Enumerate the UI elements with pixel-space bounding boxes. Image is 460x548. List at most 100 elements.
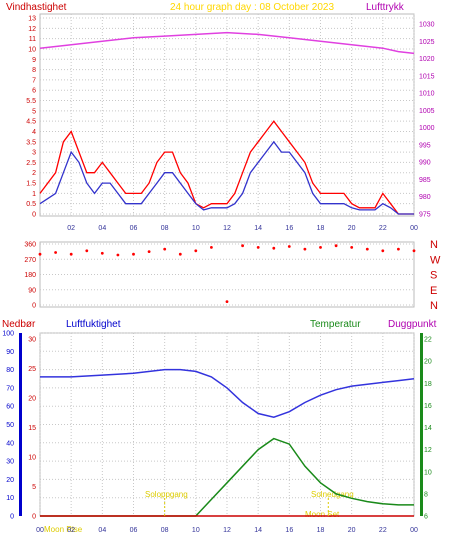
direction-point (350, 246, 354, 249)
moonset-label: Moon Set (305, 510, 340, 519)
direction-point (225, 300, 229, 303)
time-tick-label: 12 (223, 527, 231, 534)
direction-point (178, 252, 182, 256)
time-tick-label: 06 (130, 225, 138, 232)
rain-tick-label: 15 (28, 425, 36, 432)
temperature-tick-label: 8 (424, 491, 428, 498)
humidity-tick-label: 70 (6, 385, 14, 392)
wind-tick-label: 1 (32, 191, 36, 198)
pressure-tick-label: 1015 (419, 73, 435, 80)
wind-tick-label: 0 (32, 212, 36, 219)
direction-point (303, 247, 307, 251)
humidity-tick-label: 0 (10, 514, 14, 521)
time-tick-label: 02 (67, 225, 75, 232)
time-tick-label: 20 (348, 527, 356, 534)
pressure-tick-label: 980 (419, 194, 431, 201)
pressure-tick-label: 1010 (419, 91, 435, 98)
direction-point (210, 246, 213, 249)
rain-axis-bar (19, 333, 22, 516)
temperature-tick-label: 6 (424, 514, 428, 521)
direction-point (38, 252, 42, 256)
time-tick-label: 16 (285, 527, 293, 534)
time-tick-label: 22 (379, 225, 387, 232)
wind-tick-label: 9 (32, 57, 36, 64)
pressure-tick-label: 1020 (419, 56, 435, 63)
dewpoint-label: Duggpunkt (388, 319, 437, 330)
direction-point (194, 249, 198, 253)
precipitation-label: Nedbør (2, 319, 36, 330)
time-tick-label: 08 (161, 225, 169, 232)
direction-grid (40, 243, 414, 306)
pressure-tick-label: 975 (419, 212, 431, 219)
time-tick-label: 22 (379, 527, 387, 534)
direction-tick-label: 180 (24, 272, 36, 279)
moonrise-label: Moon Rise (44, 525, 83, 534)
direction-point (85, 249, 89, 253)
humidity-tick-label: 20 (6, 477, 14, 484)
wind-tick-label: 13 (28, 16, 36, 23)
direction-point (100, 251, 104, 255)
time-tick-label: 04 (98, 225, 106, 232)
time-tick-label: 12 (223, 225, 231, 232)
rain-tick-label: 30 (28, 337, 36, 344)
compass-label: S (430, 270, 437, 282)
wind-tick-label: 8 (32, 67, 36, 74)
time-tick-label: 14 (254, 527, 262, 534)
temperature-axis-bar (420, 333, 423, 516)
axis-labels: 0 0.5 1 1.5 2 2.5 3 3.5 4 4.5 5 5.5 6 7 8 9 10 11 12 13 975 9… (2, 16, 441, 535)
time-tick-label: 14 (254, 225, 262, 232)
direction-point (272, 246, 276, 250)
pressure-tick-label: 1000 (419, 125, 435, 132)
wind-tick-label: 4 (32, 129, 36, 136)
compass-label: W (430, 254, 441, 266)
humidity-line (40, 368, 415, 418)
graph-title: 24 hour graph day : 08 October 2023 (170, 2, 334, 13)
sunrise-label: Soloppgang (145, 490, 188, 499)
top-grid (40, 14, 415, 216)
wind-tick-label: 1.5 (26, 181, 36, 188)
compass-label: N (430, 300, 438, 312)
wind-tick-label: 0.5 (26, 201, 36, 208)
rain-tick-label: 5 (32, 484, 36, 491)
time-tick-label: 08 (161, 527, 169, 534)
direction-tick-label: 270 (24, 257, 36, 264)
direction-point (69, 252, 73, 256)
time-tick-label: 10 (192, 225, 200, 232)
direction-point (334, 244, 338, 248)
bottom-grid (39, 332, 415, 517)
humidity-tick-label: 100 (2, 331, 14, 338)
direction-point (381, 249, 385, 253)
wind-tick-label: 2.5 (26, 160, 36, 167)
temperature-tick-label: 10 (424, 469, 432, 476)
pressure-tick-label: 1030 (419, 22, 435, 29)
direction-point (132, 252, 135, 256)
temperature-tick-label: 12 (424, 447, 432, 454)
humidity-label: Luftfuktighet (66, 319, 121, 330)
pressure-label: Lufttrykk (366, 2, 405, 13)
time-tick-label: 20 (348, 225, 356, 232)
direction-point (116, 253, 120, 257)
direction-point (241, 244, 245, 248)
time-tick-label: 04 (98, 527, 106, 534)
temperature-tick-label: 16 (424, 403, 432, 410)
temperature-tick-label: 20 (424, 359, 432, 366)
wind-tick-label: 10 (28, 46, 36, 53)
rain-tick-label: 25 (28, 366, 36, 373)
direction-point (163, 247, 167, 251)
direction-point (287, 245, 291, 248)
direction-point (256, 246, 260, 249)
pressure-tick-label: 995 (419, 142, 431, 149)
temperature-tick-label: 18 (424, 381, 432, 388)
wind-average-line (39, 140, 414, 215)
direction-tick-label: 0 (32, 303, 36, 310)
wind-tick-label: 6 (32, 88, 36, 95)
temperature-label: Temperatur (310, 319, 361, 330)
pressure-tick-label: 1005 (419, 108, 435, 115)
pressure-tick-label: 990 (419, 160, 431, 167)
wind-tick-label: 5 (32, 108, 36, 115)
wind-tick-label: 2 (32, 170, 36, 177)
direction-tick-label: 90 (28, 287, 36, 294)
sunset-label: Solnedgang (311, 490, 354, 499)
time-tick-label: 00 (36, 527, 44, 534)
